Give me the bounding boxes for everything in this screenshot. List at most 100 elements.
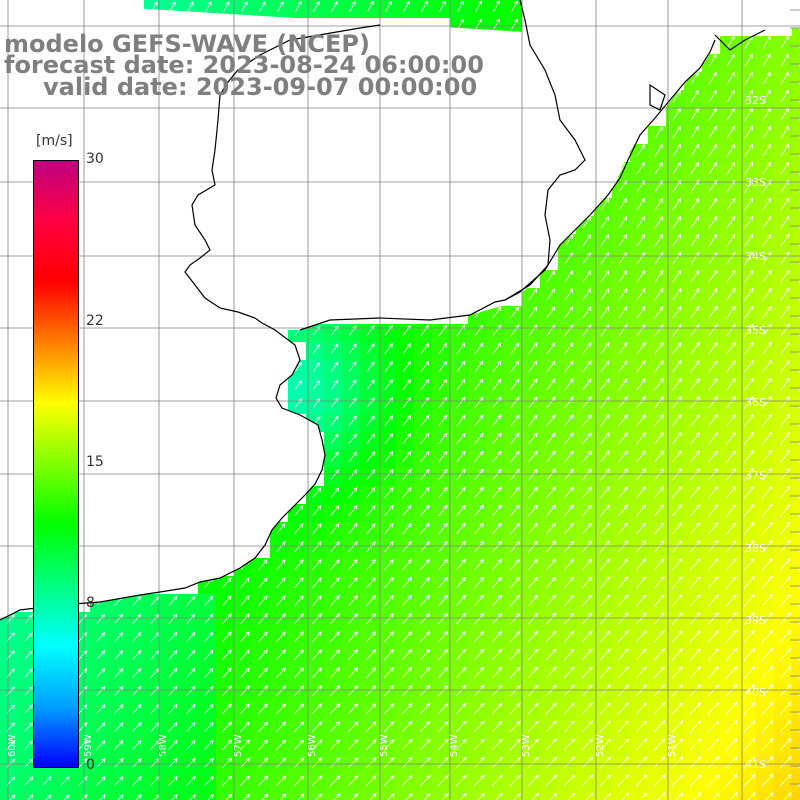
wind-arrow	[312, 380, 321, 390]
wind-arrow	[690, 341, 700, 355]
wind-arrow	[384, 630, 395, 643]
wind-arrow	[366, 469, 376, 481]
wind-arrow	[708, 377, 718, 391]
wind-arrow	[437, 738, 449, 751]
wind-arrow	[726, 161, 736, 175]
wind-speed-cell	[792, 198, 800, 216]
wind-speed-cell	[306, 792, 324, 800]
wind-arrow	[528, 396, 538, 409]
wind-arrow	[528, 450, 538, 463]
wind-arrow	[743, 629, 755, 643]
wind-arrow	[330, 505, 340, 517]
wind-arrow	[563, 666, 575, 679]
longitude-label: 53W	[521, 734, 532, 757]
wind-speed-cell	[666, 792, 684, 800]
wind-arrow	[294, 721, 305, 733]
wind-arrow	[780, 323, 790, 337]
longitude-label: 57W	[233, 734, 244, 757]
wind-arrow	[744, 233, 754, 247]
wind-arrow	[653, 720, 666, 733]
wind-arrow	[618, 378, 628, 391]
wind-arrow	[294, 595, 304, 607]
wind-arrow	[636, 378, 646, 391]
wind-arrow	[114, 722, 124, 732]
wind-arrow	[492, 486, 502, 499]
wind-arrow	[744, 161, 754, 175]
wind-arrow	[636, 306, 646, 319]
wind-arrow	[491, 738, 503, 751]
wind-arrow	[600, 486, 611, 499]
wind-arrow	[654, 396, 664, 409]
wind-arrow	[330, 451, 339, 462]
wind-arrow	[762, 251, 772, 265]
wind-arrow	[509, 612, 521, 625]
wind-arrow	[420, 594, 431, 607]
wind-arrow	[474, 432, 484, 445]
wind-arrow	[27, 794, 34, 800]
wind-arrow	[456, 522, 466, 535]
wind-arrow	[708, 215, 718, 229]
wind-arrow	[510, 378, 520, 391]
wind-arrow	[383, 720, 395, 733]
wind-arrow	[402, 594, 413, 607]
wind-arrow	[186, 595, 196, 606]
wind-arrow	[186, 649, 196, 660]
wind-arrow	[474, 360, 484, 373]
wind-arrow	[527, 702, 539, 715]
wind-arrow	[780, 125, 790, 139]
wind-arrow	[114, 704, 124, 714]
wind-arrow	[474, 414, 484, 427]
wind-arrow	[617, 648, 629, 661]
wind-arrow	[762, 161, 772, 175]
colorbar-tick: 0	[86, 757, 95, 773]
wind-arrow	[24, 686, 34, 696]
wind-arrow	[276, 541, 286, 553]
wind-arrow	[114, 740, 124, 750]
wind-arrow	[581, 522, 593, 535]
wind-arrow	[618, 450, 629, 463]
wind-arrow	[204, 739, 214, 750]
wind-speed-cell	[792, 36, 800, 54]
wind-speed-cell	[792, 234, 800, 252]
wind-arrow	[402, 378, 412, 391]
wind-arrow	[744, 305, 754, 319]
wind-arrow	[509, 684, 521, 697]
wind-arrow	[563, 648, 575, 661]
wind-arrow	[474, 18, 483, 31]
wind-arrow	[654, 450, 665, 463]
wind-arrow	[582, 396, 592, 409]
wind-speed-cell	[792, 666, 800, 684]
wind-arrow	[258, 577, 268, 589]
wind-arrow	[509, 666, 521, 679]
wind-arrow	[384, 433, 394, 445]
wind-arrow	[330, 631, 340, 643]
wind-arrow	[531, 792, 540, 800]
wind-arrow	[276, 721, 287, 733]
wind-arrow	[780, 287, 790, 301]
wind-arrow	[599, 774, 612, 787]
wind-arrow	[312, 667, 323, 679]
wind-arrow	[402, 684, 413, 697]
wind-arrow	[528, 288, 538, 301]
wind-arrow	[779, 611, 791, 625]
wind-arrow	[189, 794, 196, 800]
wind-speed-cell	[792, 522, 800, 540]
wind-arrow	[366, 0, 374, 13]
wind-arrow	[420, 666, 431, 679]
wind-arrow	[492, 522, 502, 535]
wind-arrow	[513, 792, 521, 800]
wind-arrow	[599, 738, 612, 751]
wind-arrow	[330, 487, 340, 499]
wind-arrow	[477, 792, 485, 800]
longitude-label: 58W	[158, 734, 169, 757]
wind-arrow	[491, 756, 503, 769]
wind-arrow	[672, 251, 682, 265]
wind-arrow	[168, 595, 178, 606]
wind-arrow	[707, 557, 719, 571]
wind-arrow	[689, 630, 701, 643]
wind-arrow	[582, 306, 592, 319]
wind-arrow	[348, 721, 359, 733]
wind-arrow	[635, 684, 647, 697]
wind-arrow	[527, 612, 539, 625]
